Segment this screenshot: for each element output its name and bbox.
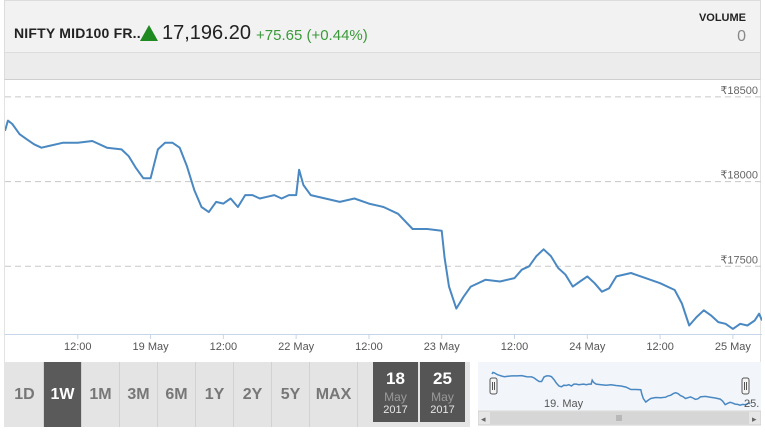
price-change: +75.65 (+0.44%) [256, 27, 368, 44]
x-tick-label: 23 May [424, 341, 461, 353]
range-to-day: 25 [433, 369, 452, 388]
navigator-left-handle[interactable] [489, 377, 498, 395]
period-button-6m[interactable]: 6M [158, 362, 196, 427]
period-button-5y[interactable]: 5Y [272, 362, 310, 427]
price-chart[interactable]: ₹18500 ₹18000 ₹17500 12:00 19 May 12:00 22 May… [4, 80, 762, 362]
x-tick-label: 12:00 [646, 341, 674, 353]
x-tick-label: 24 May [569, 341, 606, 353]
navigator-svg[interactable]: 19. May 25. ◂ ▸ [478, 362, 761, 427]
quote-header: NIFTY MID100 FR.. 17,196.20 +75.65 (+0.4… [4, 0, 761, 53]
scroll-right-icon[interactable]: ▸ [752, 415, 757, 425]
navigator-right-handle[interactable] [741, 377, 750, 395]
last-price: 17,196.20 [162, 22, 251, 44]
period-button-max[interactable]: MAX [310, 362, 358, 427]
range-from-date[interactable]: 18 May 2017 [373, 362, 418, 422]
period-button-1y[interactable]: 1Y [196, 362, 234, 427]
x-tick-label: 25 May [715, 341, 752, 353]
chart-toolbar [4, 53, 761, 80]
y-tick-label: ₹18500 [720, 85, 758, 97]
volume-label: VOLUME [698, 12, 746, 24]
range-to-date[interactable]: 25 May 2017 [420, 362, 465, 422]
range-from-day: 18 [386, 369, 405, 388]
x-tick-label: 12:00 [501, 341, 529, 353]
y-tick-label: ₹18000 [720, 170, 758, 182]
x-tick-label: 22 May [278, 341, 315, 353]
navigator-label-1: 19. May [544, 398, 584, 410]
x-tick-label: 19 May [133, 341, 170, 353]
range-from-year: 2017 [383, 404, 408, 416]
volume-value: 0 [737, 28, 746, 45]
price-chart-svg[interactable]: ₹18500 ₹18000 ₹17500 12:00 19 May 12:00 22 May… [5, 80, 762, 362]
period-button-1m[interactable]: 1M [82, 362, 120, 427]
range-navigator[interactable]: 19. May 25. ◂ ▸ [478, 362, 761, 427]
range-to-month: May [431, 390, 454, 404]
y-tick-label: ₹17500 [720, 254, 758, 266]
x-tick-label: 12:00 [210, 341, 238, 353]
period-button-3m[interactable]: 3M [120, 362, 158, 427]
price-series-line[interactable] [5, 119, 762, 330]
scroll-left-icon[interactable]: ◂ [481, 415, 486, 425]
period-button-1w[interactable]: 1W [44, 362, 82, 427]
navigator-label-2: 25. [744, 398, 759, 410]
x-tick-label: 12:00 [64, 341, 92, 353]
range-to-year: 2017 [430, 404, 455, 416]
up-arrow-icon [140, 25, 158, 41]
navigator-line [491, 371, 751, 406]
period-button-2y[interactable]: 2Y [234, 362, 272, 427]
instrument-title: NIFTY MID100 FR.. [14, 25, 141, 41]
period-button-1d[interactable]: 1D [6, 362, 44, 427]
range-from-month: May [384, 390, 407, 404]
x-tick-label: 12:00 [355, 341, 383, 353]
